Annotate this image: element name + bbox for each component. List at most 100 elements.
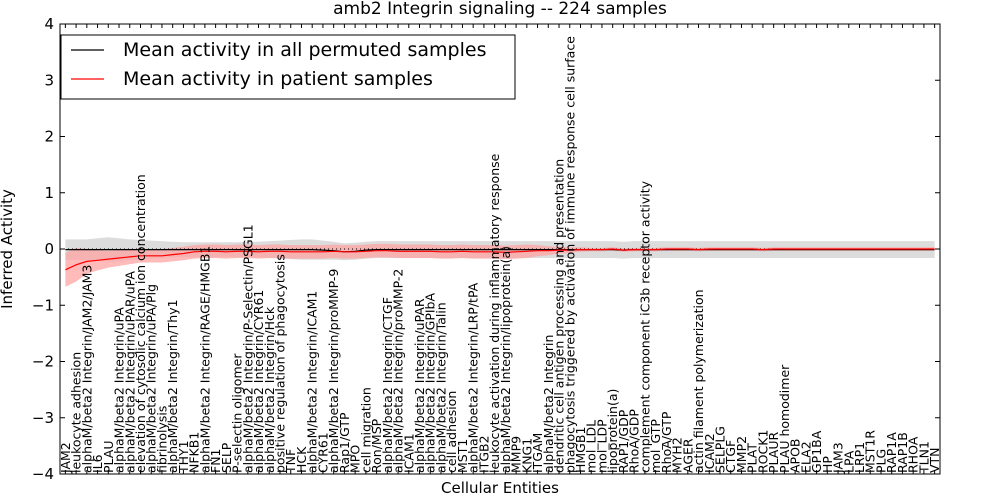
x-tick-label: P-selectin oligomer <box>230 353 245 473</box>
x-tick-label: alphaM/beta2 Integrin/uPA/Plg <box>144 284 159 473</box>
x-tick-label: alphaM/beta2 Integrin/proMMP-9 <box>326 269 341 473</box>
x-tick-label: VTN <box>927 447 942 473</box>
x-tick-label: JAM2 <box>58 442 73 474</box>
legend-label-patient: Mean activity in patient samples <box>123 68 433 90</box>
x-tick-label: SELPLG <box>713 426 728 473</box>
x-tick-label: complement component iC3b receptor activ… <box>637 180 652 473</box>
x-tick-label: actin filament polymerization <box>691 289 706 473</box>
x-tick-label: HP <box>820 456 835 473</box>
x-tick-label: leukocyte adhesion <box>69 352 84 473</box>
series-lines <box>65 248 935 271</box>
x-tick-label: MPO <box>348 445 363 473</box>
x-tick-label: alphaM/beta2 Integrin/CTGF <box>380 297 395 473</box>
x-tick-label: cell migration <box>358 387 373 473</box>
x-tick-label: MMP2 <box>734 436 749 473</box>
x-tick-label: Rap1/GTP <box>337 412 352 473</box>
x-tick-label: alphaM/beta2 Integrin/P-Selectin/PSGL1 <box>240 224 255 473</box>
x-tick-label: mol_LDL <box>584 420 599 473</box>
x-tick-label: PLAT <box>745 443 760 473</box>
x-tick-label: alphaM/beta2 Integrin/uPAR/uPA <box>122 271 137 473</box>
band-patient <box>65 243 935 287</box>
x-tick-label: alphaM/beta2 Integrin/Talin <box>434 302 449 473</box>
x-tick-label: Ron/MSP <box>369 418 384 473</box>
legend-label-permuted: Mean activity in all permuted samples <box>123 39 486 61</box>
x-tick-label: NFKB1 <box>187 432 202 473</box>
x-tick-label: RAP1B <box>895 432 910 473</box>
x-tick-label: RAP1/GDP <box>616 409 631 473</box>
x-tick-label: lipoprotein(a) <box>605 389 620 473</box>
y-tick-label: −3 <box>32 409 54 427</box>
y-tick-label: −2 <box>32 353 54 371</box>
y-tick-label: 4 <box>44 15 54 33</box>
x-tick-label: HCK <box>294 446 309 473</box>
x-tick-label: MST1R <box>863 430 878 473</box>
x-tick-label: SELP <box>219 442 234 473</box>
x-tick-label: dendritic cell antigen processing and pr… <box>552 159 567 473</box>
x-tick-label: AGER <box>680 438 695 473</box>
chart-title: amb2 Integrin signaling -- 224 samples <box>333 0 667 19</box>
y-axis: −4 −3 −2 −1 0 1 2 3 4 <box>32 15 940 483</box>
legend-box <box>60 34 516 100</box>
x-tick-label: alphaM/beta2 Integrin/proMMP-2 <box>391 269 406 473</box>
x-tick-label: alphaM/beta2 Integrin/Hck <box>262 306 277 473</box>
x-tick-label: PLG <box>874 449 889 473</box>
y-tick-label: 0 <box>44 240 54 258</box>
x-tick-label: ICAM2 <box>702 433 717 473</box>
x-tick-label: MST1 <box>455 439 470 473</box>
x-tick-label: alphaM/beta2 Integrin/lipoprotein(a) <box>498 246 513 473</box>
x-tick-label: MYH2 <box>670 437 685 473</box>
x-tick-label: PLAUR <box>766 432 781 473</box>
x-tick-label: CTGF <box>723 440 738 473</box>
x-tick-label: alphaM/beta2 Integrin/LRP/tPA <box>466 282 481 473</box>
x-tick-label: ROCK1 <box>755 430 770 473</box>
x-tick-label: CYR61 <box>315 432 330 473</box>
x-tick-label: alphaM/beta2 Integrin <box>541 335 556 473</box>
y-tick-label: 2 <box>44 128 54 146</box>
x-tick-label: THY1 <box>176 440 191 474</box>
x-tick-label: RHOA <box>906 436 921 473</box>
x-tick-label: PLAU homodimer <box>777 364 792 473</box>
x-tick-label: alphaM/beta2 Integrin/ICAM1 <box>305 291 320 473</box>
x-tick-label: ICAM1 <box>401 433 416 473</box>
x-tick-label: phagocytosis triggered by activation of … <box>562 36 577 473</box>
y-tick-label: −1 <box>32 296 54 314</box>
y-tick-label: 3 <box>44 71 54 89</box>
x-tick-label: TLN1 <box>916 441 931 474</box>
y-tick-label: −4 <box>32 465 54 483</box>
x-axis-label: Cellular Entities <box>441 479 559 497</box>
x-tick-label: alphaM/beta2 Integrin/GPIbA <box>423 293 438 473</box>
x-tick-label: IL6 <box>90 454 105 473</box>
x-tick-label: elevation of cytosolic calcium ion conce… <box>133 174 148 473</box>
x-tick-label: leukocyte activation during inflammatory… <box>487 153 502 473</box>
x-tick-label: TNF <box>283 449 298 474</box>
x-tick-label: alphaM/beta2 Integrin/JAM2/JAM3 <box>79 265 94 473</box>
x-tick-label: PLAU <box>101 441 116 474</box>
x-tick-label: mol_LDP <box>595 419 610 473</box>
x-tick-label: alphaM/beta2 Integrin/CYR61 <box>251 290 266 473</box>
y-axis-label: Inferred Activity <box>0 189 16 309</box>
x-tick-label: MMP9 <box>509 436 524 473</box>
x-tick-label: fibrinolysis <box>155 406 170 473</box>
x-tick-label: ELA2 <box>798 441 813 473</box>
x-tick-label: mol_GTP <box>648 419 663 473</box>
x-tick-label: HMGB1 <box>573 427 588 473</box>
y-tick-label: 1 <box>44 184 54 202</box>
x-tick-label: alphaM/beta2 Integrin/Thy1 <box>165 299 180 473</box>
x-tick-label: LPA <box>841 450 856 473</box>
series-line-patient <box>65 248 935 271</box>
x-tick-label: FN1 <box>208 449 223 474</box>
x-tick-label: ITGB2 <box>476 435 491 473</box>
x-tick-label: RhoA/GDP <box>627 409 642 473</box>
x-tick-label: APOB <box>788 438 803 473</box>
x-tick-label: KNG1 <box>519 438 534 473</box>
x-tick-label: LRP1 <box>852 442 867 473</box>
x-tick-label: RAP1A <box>884 432 899 473</box>
x-tick-label: cell adhesion <box>444 391 459 473</box>
x-tick-label: GP1BA <box>809 430 824 473</box>
x-tick-label: JAM3 <box>831 442 846 474</box>
x-tick-label: positive regulation of phagocytosis <box>273 254 288 473</box>
legend: Mean activity in all permuted samples Mea… <box>60 34 516 100</box>
x-tick-label: alphaM/beta2 Integrin/uPAR <box>412 298 427 473</box>
